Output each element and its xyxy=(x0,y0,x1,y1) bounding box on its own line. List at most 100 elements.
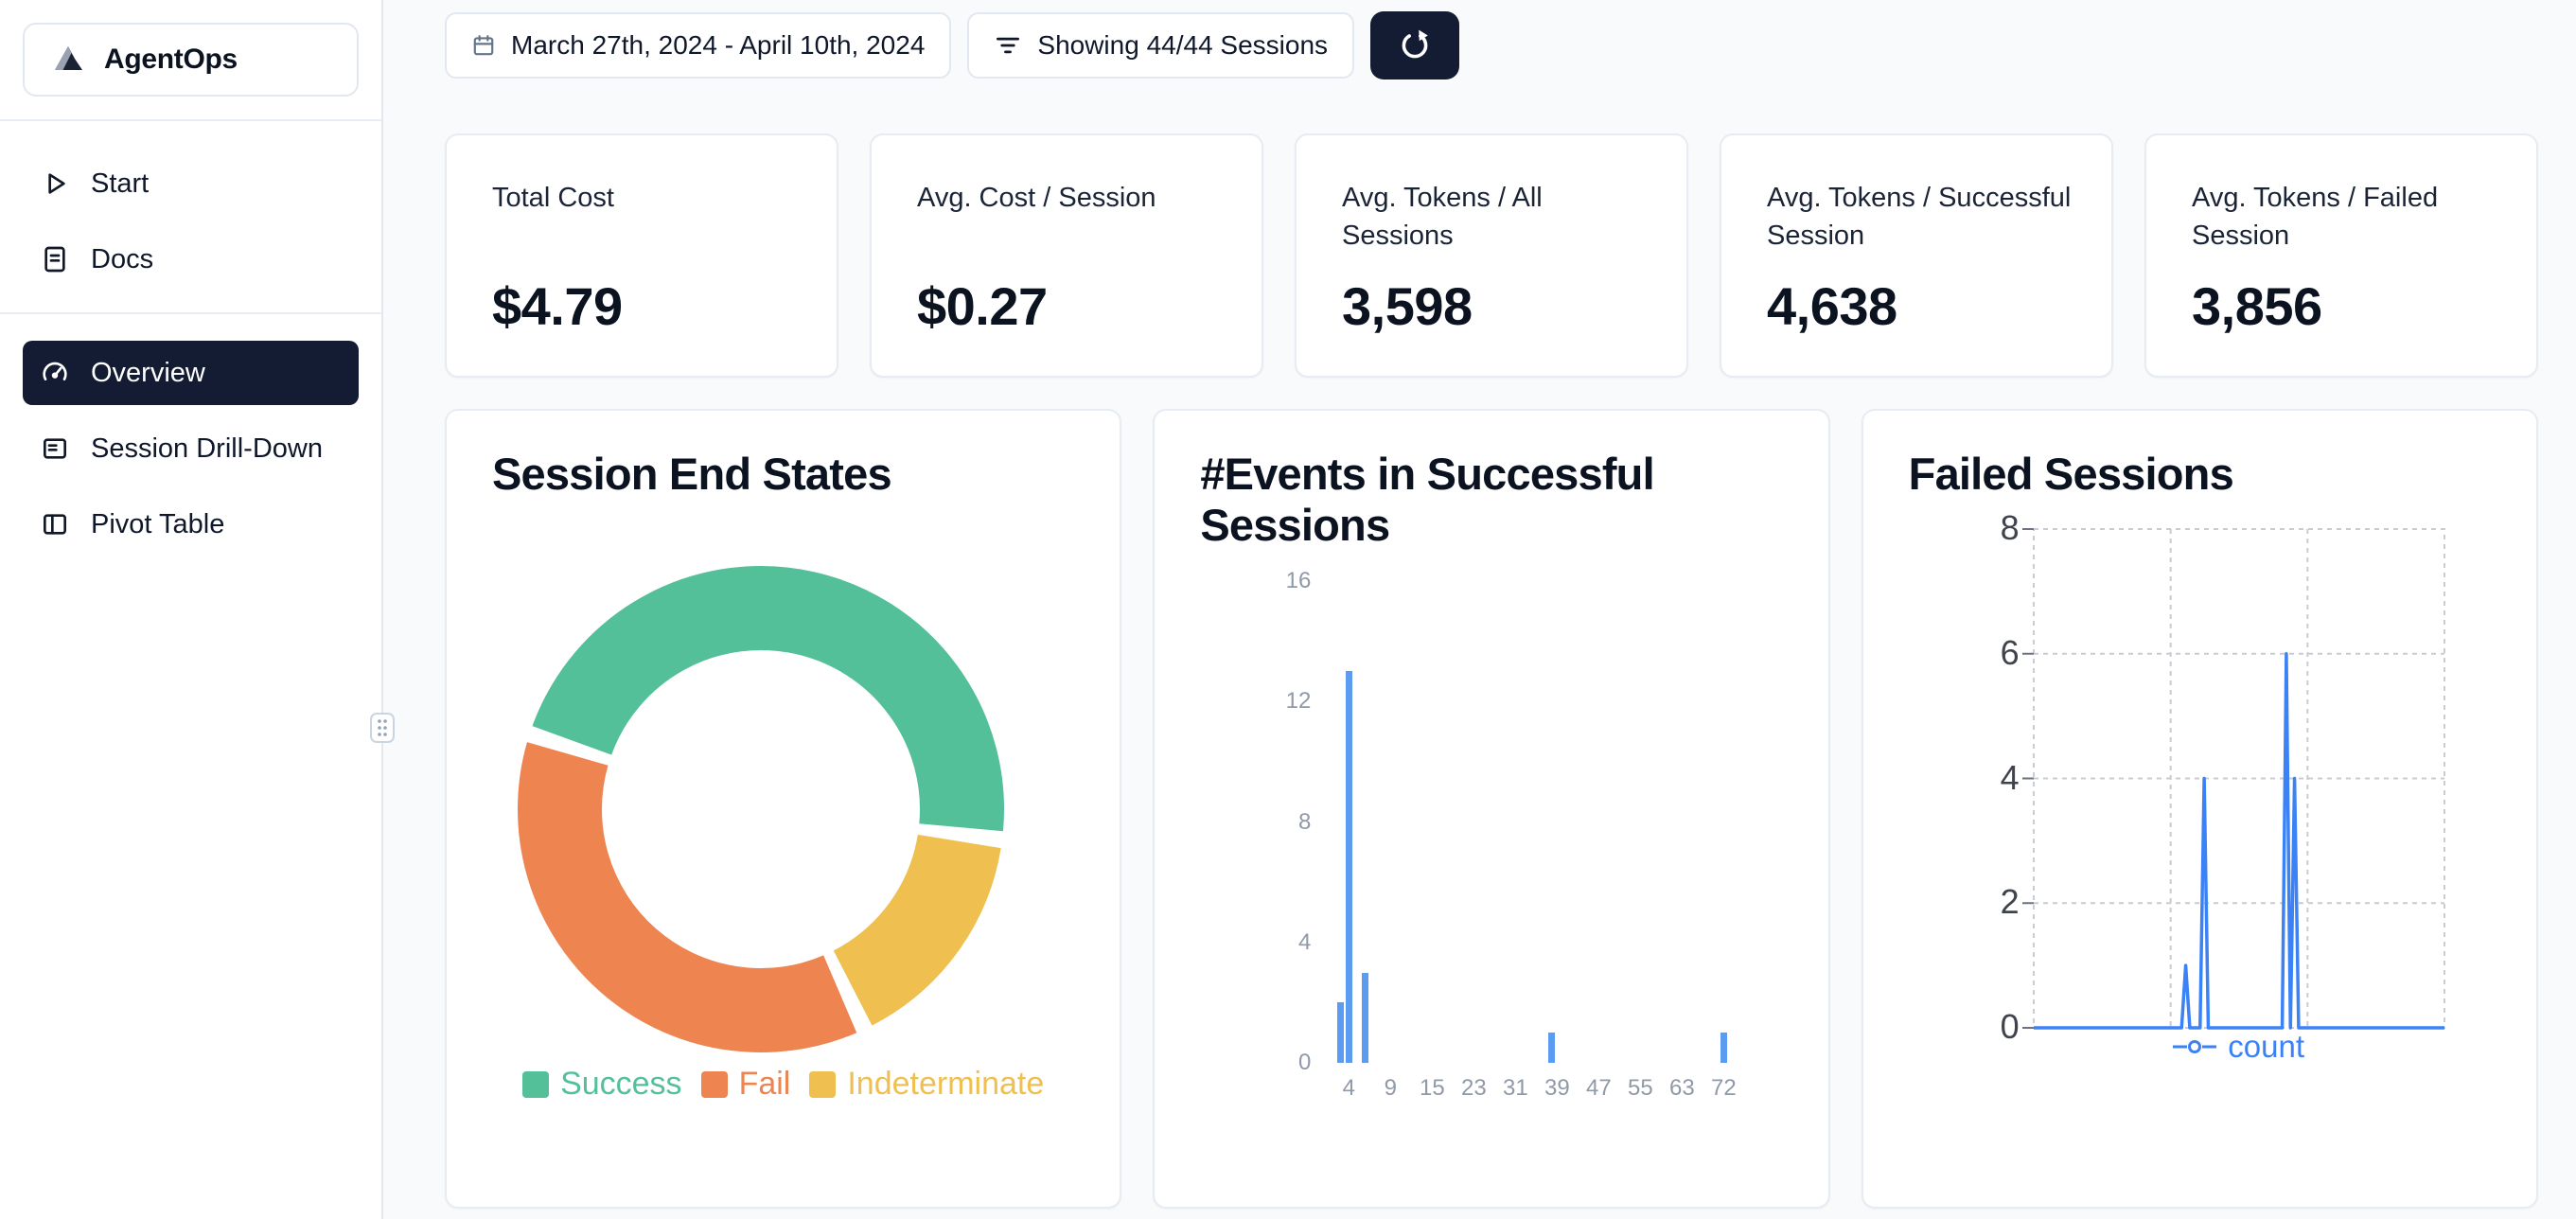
date-range-button[interactable]: March 27th, 2024 - April 10th, 2024 xyxy=(445,12,952,79)
y-axis-tick-label: 12 xyxy=(1285,688,1312,715)
table-columns-icon xyxy=(40,509,70,539)
play-icon xyxy=(40,168,70,199)
sidebar-divider xyxy=(0,119,381,121)
x-axis-tick-label: 72 xyxy=(1710,1075,1737,1101)
session-end-states-card: Session End States Success Fail Indeterm… xyxy=(445,409,1122,1209)
session-filter-label: Showing 44/44 Sessions xyxy=(1037,30,1329,60)
y-axis-tick-label: 4 xyxy=(2000,757,2020,797)
y-axis-tick-label: 0 xyxy=(1297,1050,1312,1075)
x-axis-tick-label: 23 xyxy=(1460,1075,1487,1101)
logo[interactable]: AgentOps xyxy=(23,23,359,97)
failed-sessions-card: Failed Sessions count 0 2 4 6 8 xyxy=(1861,409,2538,1209)
events-bar-plot: 0 4 8 12 16 4 9 15 23 31 39 47 55 63 72 xyxy=(1155,411,1827,1207)
y-axis-tick-label: 8 xyxy=(2000,508,2020,547)
line-marker-icon xyxy=(2173,1040,2217,1053)
sidebar-nav-main: Overview Session Drill-Down xyxy=(23,341,359,556)
stats-row: Total Cost $4.79 Avg. Cost / Session $0.… xyxy=(445,133,2538,378)
sidebar-item-label: Start xyxy=(91,168,150,199)
stat-value: 3,598 xyxy=(1342,276,1473,336)
x-axis-tick-label: 47 xyxy=(1585,1075,1612,1101)
app-name: AgentOps xyxy=(104,44,238,75)
chart-title: Session End States xyxy=(492,449,892,499)
chart-title: Failed Sessions xyxy=(1908,449,2234,499)
legend-label: Success xyxy=(560,1066,682,1102)
charts-row: Session End States Success Fail Indeterm… xyxy=(445,409,2538,1209)
sidebar-item-overview[interactable]: Overview xyxy=(23,341,359,405)
stat-label: Avg. Tokens / Failed Session xyxy=(2192,183,2439,252)
legend-item-indeterminate[interactable]: Indeterminate xyxy=(809,1066,1044,1103)
stat-value: $4.79 xyxy=(492,276,623,336)
stat-card-avg-cost-session: Avg. Cost / Session $0.27 xyxy=(870,133,1263,378)
sidebar-divider xyxy=(0,312,381,314)
y-axis-tick-label: 0 xyxy=(2000,1007,2020,1046)
sidebar-resize-handle[interactable] xyxy=(370,713,395,743)
y-axis-tick-label: 6 xyxy=(2000,632,2020,672)
date-range-label: March 27th, 2024 - April 10th, 2024 xyxy=(511,30,926,60)
legend-item-success[interactable]: Success xyxy=(522,1066,682,1103)
filter-icon xyxy=(994,31,1022,60)
refresh-icon xyxy=(1397,27,1433,63)
sidebar-item-label: Session Drill-Down xyxy=(91,433,323,464)
sidebar-item-label: Pivot Table xyxy=(91,508,225,539)
legend-swatch-success xyxy=(522,1070,550,1098)
topbar: March 27th, 2024 - April 10th, 2024 Show… xyxy=(445,9,2538,82)
y-axis-tick-label: 2 xyxy=(2000,882,2020,922)
stat-label: Avg. Cost / Session xyxy=(917,183,1156,213)
stat-value: 4,638 xyxy=(1767,276,1897,336)
x-axis-tick-label: 63 xyxy=(1668,1075,1695,1101)
x-axis-tick-label: 4 xyxy=(1342,1075,1355,1101)
line-legend[interactable]: count xyxy=(2034,1029,2444,1065)
y-axis-tick-label: 16 xyxy=(1285,568,1312,593)
histogram-bar xyxy=(1720,1033,1727,1063)
sidebar: AgentOps Start Docs xyxy=(0,0,383,1219)
x-axis-tick-label: 15 xyxy=(1419,1075,1445,1101)
sidebar-nav-top: Start Docs xyxy=(0,121,381,312)
failed-sessions-line-chart xyxy=(2021,528,2445,1030)
sidebar-item-start[interactable]: Start xyxy=(23,150,359,218)
x-axis-tick-label: 55 xyxy=(1627,1075,1653,1101)
donut-legend: Success Fail Indeterminate xyxy=(447,1066,1120,1103)
line-legend-label: count xyxy=(2228,1029,2305,1064)
events-histogram-card: #Events in Successful Sessions 0 4 8 12 16 4 9… xyxy=(1153,409,1830,1209)
sidebar-item-session-drill-down[interactable]: Session Drill-Down xyxy=(23,416,359,481)
stat-value: $0.27 xyxy=(917,276,1048,336)
histogram-bar xyxy=(1362,972,1369,1063)
y-axis-tick-label: 4 xyxy=(1297,928,1312,955)
list-panel-icon xyxy=(40,433,70,464)
legend-item-fail[interactable]: Fail xyxy=(700,1066,791,1103)
stat-card-avg-tokens-successful: Avg. Tokens / Successful Session 4,638 xyxy=(1720,133,2113,378)
calendar-icon xyxy=(471,33,496,58)
gauge-icon xyxy=(40,358,70,388)
chart-title: #Events in Successful Sessions xyxy=(1200,449,1654,551)
x-axis-tick-label: 31 xyxy=(1502,1075,1528,1101)
stat-label: Total Cost xyxy=(492,183,614,213)
stat-label: Avg. Tokens / All Sessions xyxy=(1342,183,1543,252)
legend-swatch-fail xyxy=(700,1070,728,1098)
sidebar-item-docs[interactable]: Docs xyxy=(23,225,359,293)
legend-label: Fail xyxy=(738,1066,791,1102)
histogram-bar xyxy=(1345,671,1352,1063)
stat-card-total-cost: Total Cost $4.79 xyxy=(445,133,838,378)
main-content: March 27th, 2024 - April 10th, 2024 Show… xyxy=(383,0,2576,1219)
stat-card-avg-tokens-failed: Avg. Tokens / Failed Session 3,856 xyxy=(2144,133,2538,378)
stat-value: 3,856 xyxy=(2192,276,2322,336)
histogram-bar xyxy=(1337,1002,1345,1063)
stat-label: Avg. Tokens / Successful Session xyxy=(1767,183,2072,252)
sidebar-item-label: Overview xyxy=(91,357,205,388)
histogram-bar xyxy=(1548,1033,1556,1063)
session-end-states-donut-chart xyxy=(518,566,1004,1052)
agentops-logo-icon xyxy=(49,41,87,79)
session-filter-button[interactable]: Showing 44/44 Sessions xyxy=(967,12,1355,79)
stat-card-avg-tokens-all: Avg. Tokens / All Sessions 3,598 xyxy=(1295,133,1688,378)
sidebar-item-pivot-table[interactable]: Pivot Table xyxy=(23,492,359,556)
x-axis-tick-label: 39 xyxy=(1544,1075,1570,1101)
sidebar-item-label: Docs xyxy=(91,243,154,274)
y-axis-tick-label: 8 xyxy=(1297,808,1312,835)
grip-dots-icon xyxy=(378,719,387,736)
legend-label: Indeterminate xyxy=(847,1066,1045,1102)
document-icon xyxy=(40,244,70,274)
legend-swatch-indeterminate xyxy=(809,1070,837,1098)
x-axis-tick-label: 9 xyxy=(1384,1075,1397,1101)
refresh-button[interactable] xyxy=(1370,11,1460,80)
